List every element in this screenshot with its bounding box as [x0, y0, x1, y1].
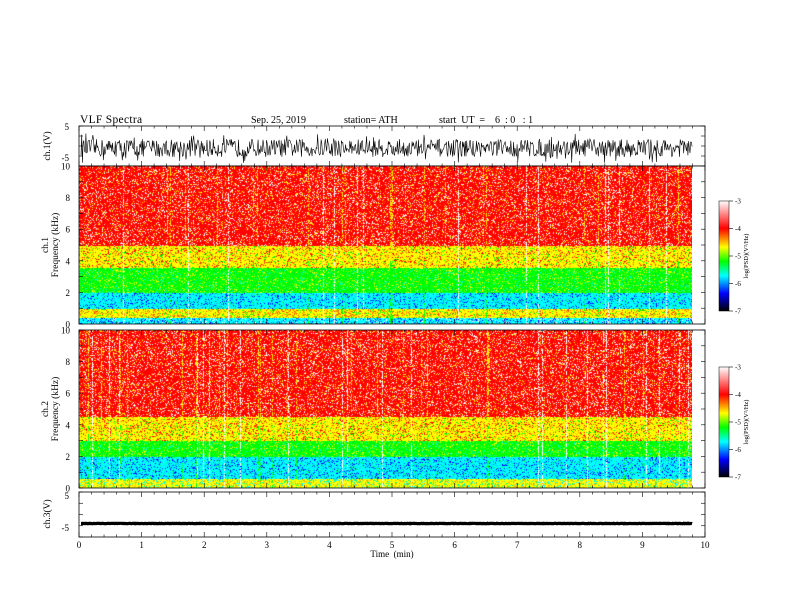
ch1-frequency-ytick-label: 8: [66, 193, 71, 203]
ch3-ylabel: ch.3(V): [42, 499, 53, 528]
ch1-frequency-tick-labels: 0 2 4 6 8 10: [61, 162, 71, 330]
ch3-ytick-bottom: -5: [62, 523, 70, 533]
time-axis-tick-labels: 0 1 2 3 4 5 6 7 8 9 10: [77, 540, 710, 550]
ch3-ytick-top: 5: [65, 491, 70, 501]
time-axis-tick-label: 1: [139, 540, 144, 550]
ch1-waveform-trace: [80, 133, 693, 163]
time-axis-tick-label: 8: [578, 540, 583, 550]
colorbar-ch2-tick-label: -5: [735, 419, 741, 427]
time-axis-label: Time (min): [370, 549, 413, 559]
ch1-ylabel: ch.1(V): [42, 131, 53, 160]
time-axis-tick-label: 10: [701, 540, 711, 550]
time-axis-tick-label: 4: [327, 540, 332, 550]
ch1-frequency-ylabel: Frequency (kHz): [50, 213, 61, 278]
colorbar-ch1-tick-label: -3: [735, 198, 741, 206]
colorbar-ch2-tick-label: -3: [735, 364, 741, 372]
time-axis-tick-label: 0: [77, 540, 82, 550]
panel-ch3-waveform: 5 -5 ch.3(V) 0 1 2 3 4 5 6 7 8 9 10 Time (min): [42, 491, 710, 559]
ch2-frequency-tick-labels: 0 2 4 6 8 10: [61, 326, 71, 494]
ch2-frequency-ylabel: Frequency (kHz): [50, 377, 61, 442]
ch1-ytick-bottom: -5: [62, 153, 70, 163]
colorbar-ch1-tick-label: -5: [735, 253, 741, 261]
figure-header: VLF Spectra Sep. 25, 2019 station= ATH s…: [80, 114, 533, 126]
ch2-frequency-ytick-label: 4: [66, 420, 71, 430]
ch1-channel-label: ch.1: [41, 237, 51, 253]
colorbar-ch1: -3 -4 -5 -6 -7 log(PSD)(V²/Hz): [718, 198, 750, 316]
colorbar-ch2: -3 -4 -5 -6 -7 log(PSD)(V²/Hz): [718, 364, 750, 482]
colorbar-ch2-tick-label: -4: [735, 391, 741, 399]
ch1-spectrogram-image: [79, 166, 692, 324]
start-ut-label: start UT = 6 : 0 : 1: [439, 115, 533, 126]
ch1-frequency-ytick-label: 0: [66, 320, 71, 330]
date-label: Sep. 25, 2019: [251, 115, 306, 126]
ch1-frequency-ytick-label: 4: [66, 256, 71, 266]
panel-ch2-spectrogram: 0 2 4 6 8 10 Frequency (kHz) ch.2: [41, 326, 706, 494]
colorbar-ch2-label: log(PSD)(V²/Hz): [743, 400, 750, 445]
panel-ch1-spectrogram: 0 2 4 6 8 10 Frequency (kHz) ch.1: [41, 162, 706, 330]
colorbar-ch2-tick-label: -6: [735, 446, 741, 454]
colorbar-ch1-tick-label: -7: [735, 308, 741, 316]
ch2-frequency-ytick-label: 8: [66, 357, 71, 367]
ch2-frequency-ytick-label: 0: [66, 484, 71, 494]
ch2-spectrogram-image: [79, 330, 692, 488]
colorbar-ch2-tick-label: -7: [735, 474, 741, 482]
time-axis-tick-label: 5: [390, 540, 395, 550]
panel-ch1-waveform: 5 -5 ch.1(V): [42, 122, 706, 167]
colorbar-ch2-gradient: [718, 366, 730, 478]
time-axis-tick-label: 3: [265, 540, 270, 550]
ch1-frequency-ytick-label: 10: [61, 162, 71, 172]
ch2-frequency-ytick-label: 6: [66, 389, 71, 399]
time-axis-tick-label: 9: [640, 540, 645, 550]
ch2-frequency-ytick-label: 10: [61, 326, 71, 336]
ch1-frequency-ytick-label: 2: [66, 288, 71, 298]
colorbar-ch1-tick-label: -6: [735, 280, 741, 288]
ch2-frequency-ytick-label: 2: [66, 452, 71, 462]
station-label: station= ATH: [344, 115, 398, 126]
ch1-ytick-top: 5: [65, 122, 70, 132]
time-axis-tick-label: 6: [452, 540, 457, 550]
figure-title: VLF Spectra: [80, 114, 142, 126]
ch1-frequency-ytick-label: 6: [66, 225, 71, 235]
colorbar-ch1-tick-label: -4: [735, 225, 741, 233]
time-axis-tick-label: 7: [515, 540, 520, 550]
colorbar-ch1-gradient: [718, 200, 730, 312]
ch2-channel-label: ch.2: [41, 401, 51, 417]
colorbar-ch1-label: log(PSD)(V²/Hz): [743, 234, 750, 279]
time-axis-tick-label: 2: [202, 540, 207, 550]
